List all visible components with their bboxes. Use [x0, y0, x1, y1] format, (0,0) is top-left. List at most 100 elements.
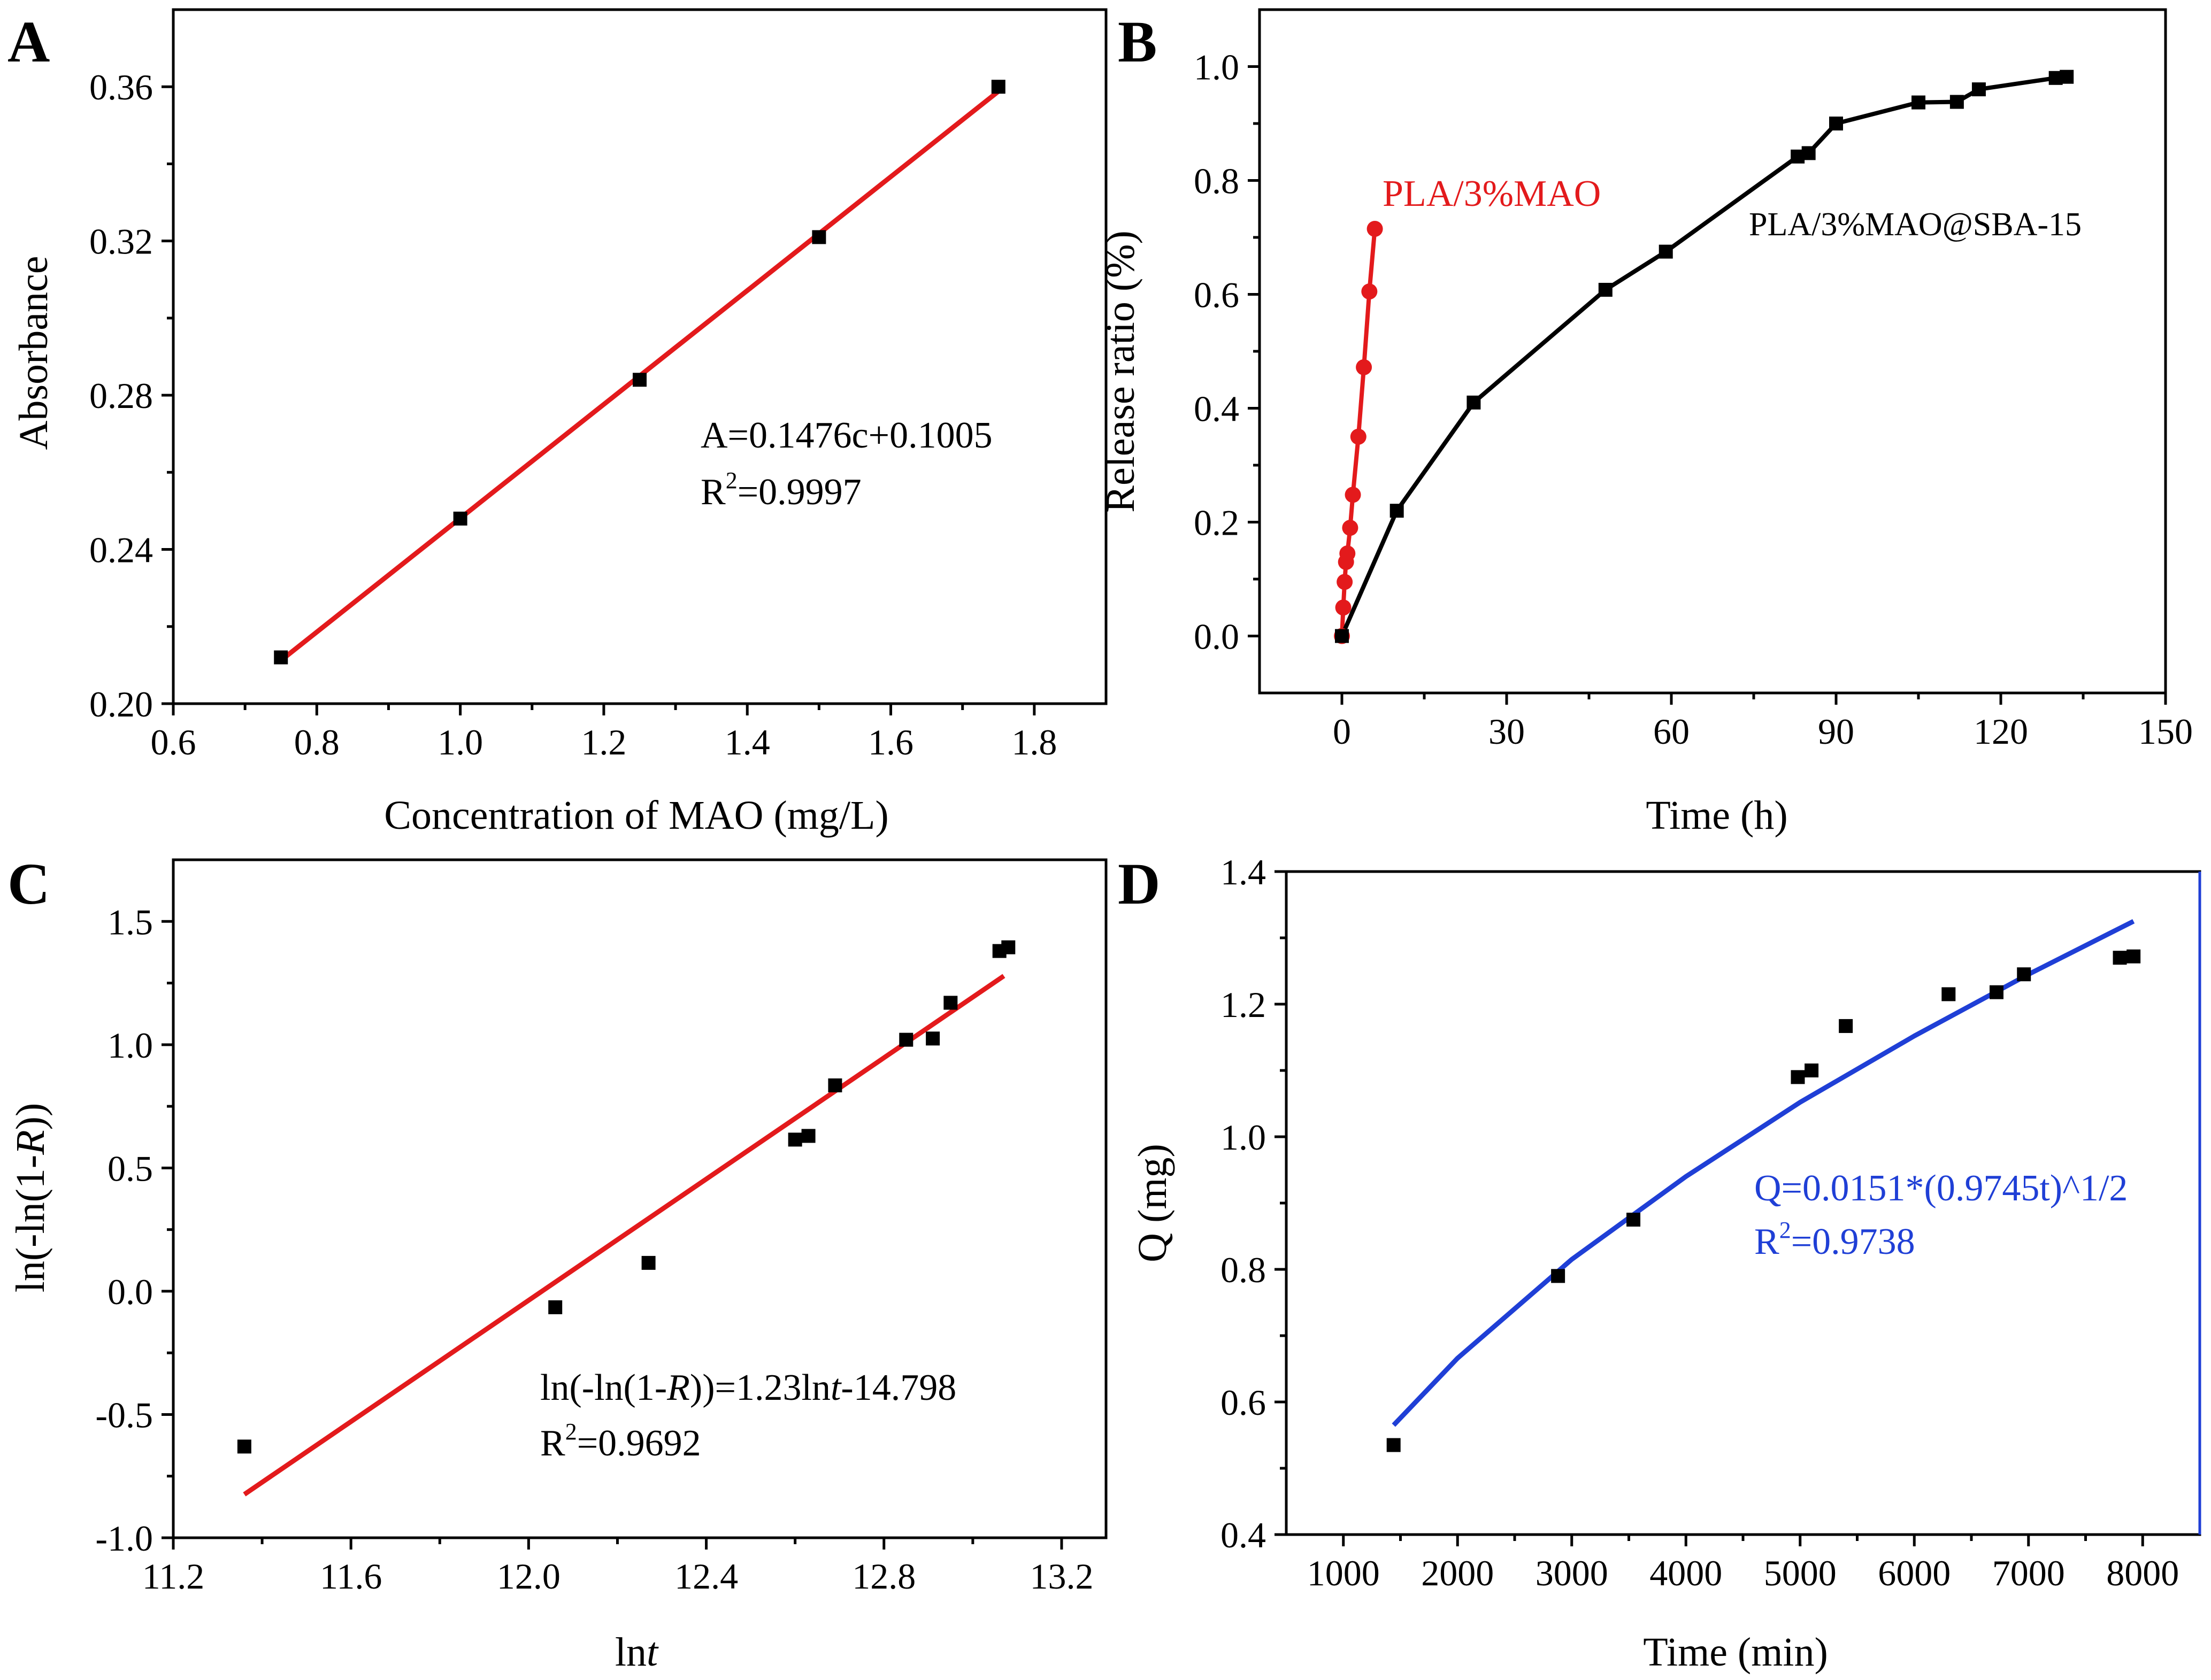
y-tick-label-d: 1.0 [1220, 1117, 1266, 1158]
y-tick-label-b: 0.2 [1194, 503, 1239, 543]
y-axis-title-b: Release ratio (%) [1098, 230, 1143, 513]
x-title-part: ln [615, 1630, 647, 1675]
x-title-italic: t [647, 1630, 659, 1675]
x-tick-label-a: 0.8 [294, 722, 340, 762]
data-point-square-d [1805, 1064, 1819, 1077]
data-point-square-d [1626, 1213, 1641, 1227]
x-tick-label-c: 13.2 [1030, 1556, 1093, 1597]
data-point-square-d [1386, 1438, 1401, 1452]
series-line-b [1340, 74, 2067, 637]
plot-area-c: 11.2 11.6 12.0 12.4 12.8 13.2 -1.0 -0.5 0.0 0.5 1.… [95, 901, 1093, 1597]
legend-label-pla-mao: PLA/3%MAO [1383, 173, 1601, 214]
plot-frame-b [1258, 8, 2167, 695]
y-tick-label-a: 0.36 [89, 67, 153, 107]
y-tick-label-c: -1.0 [95, 1518, 153, 1559]
r-letter: R [701, 472, 726, 513]
data-point-circle-b [1356, 359, 1372, 375]
y-tick-label-a: 0.24 [89, 530, 153, 571]
data-point-square-c [943, 996, 958, 1010]
data-point-square-b [2060, 70, 2074, 84]
y-tick-label-b: 1.0 [1194, 47, 1239, 88]
data-point-square-a [633, 373, 647, 387]
data-point-square-c [1001, 940, 1016, 954]
x-tick-label-b: 30 [1488, 711, 1525, 752]
x-axis-title-b: Time (h) [1646, 793, 1787, 838]
y-tick-label-c: -0.5 [95, 1394, 153, 1435]
x-tick-label-a: 1.4 [725, 722, 770, 762]
data-point-square-c [237, 1439, 251, 1454]
data-point-square-a [274, 650, 288, 665]
eq-italic: R [666, 1367, 690, 1408]
y-tick-label-b: 0.4 [1194, 389, 1239, 429]
plot-area-d: 1000 2000 3000 4000 5000 6000 7000 8000 0.4 0.6 0.… [1220, 852, 2179, 1593]
y-tick-label-c: 1.5 [108, 901, 153, 942]
x-tick-label-b: 150 [2138, 711, 2193, 752]
x-tick-label-d: 2000 [1421, 1553, 1494, 1593]
data-point-square-b [1389, 504, 1404, 518]
plot-frame-a [172, 8, 1108, 705]
data-point-circle-b [1335, 599, 1352, 616]
x-tick-label-c: 12.4 [674, 1556, 738, 1597]
series-line-c [243, 974, 1005, 1497]
superscript: 2 [726, 467, 738, 494]
eq-part: -14.798 [841, 1367, 956, 1408]
y-title-part: ln(-ln(1- [8, 1155, 53, 1292]
panel-c: C 11.2 11.6 12.0 12.4 12.8 13.2 -1.0 -0.5 0.0 0.5… [7, 851, 1108, 1675]
data-point-circle-b [1342, 520, 1358, 536]
data-point-square-d [1989, 985, 2003, 999]
panel-b: B 0 30 60 90 120 150 0.0 0.2 0.4 0.6 0.8 1.0 Releas… [1098, 8, 2193, 838]
y-title-part: )) [8, 1103, 53, 1130]
panel-label-c: C [7, 851, 50, 916]
x-tick-label-a: 1.8 [1011, 722, 1057, 762]
x-tick-label-c: 12.8 [852, 1556, 916, 1597]
r-value: =0.9692 [577, 1423, 701, 1464]
data-point-square-b [1659, 244, 1673, 259]
data-point-circle-b [1361, 283, 1378, 300]
y-tick-label-a: 0.32 [89, 221, 153, 262]
y-tick-label-b: 0.8 [1194, 161, 1239, 202]
series-line-d [1392, 919, 2135, 1427]
data-point-circle-b [1345, 487, 1361, 503]
data-point-square-b [1971, 82, 1986, 97]
data-point-circle-b [1350, 428, 1366, 445]
panel-d: D 1000 2000 3000 4000 5000 6000 7000 8000 0.4 0.6… [1118, 851, 2201, 1675]
r-value: =0.9738 [1791, 1221, 1915, 1262]
data-point-square-a [991, 80, 1005, 94]
data-point-square-d [2113, 951, 2127, 965]
y-tick-label-a: 0.28 [89, 375, 153, 416]
data-point-square-b [1467, 395, 1481, 410]
data-point-square-d [1941, 987, 1956, 1001]
x-tick-label-d: 1000 [1307, 1553, 1380, 1593]
eq-italic: t [831, 1367, 842, 1408]
x-tick-label-a: 0.6 [151, 722, 196, 762]
data-point-square-c [788, 1132, 802, 1147]
data-point-circle-b [1339, 545, 1356, 562]
x-tick-label-c: 12.0 [497, 1556, 561, 1597]
r-value: =0.9997 [738, 472, 862, 513]
data-point-square-b [1598, 282, 1613, 297]
data-point-square-c [548, 1300, 563, 1314]
data-point-circle-b [1366, 221, 1383, 237]
panel-a: A 0.6 0.8 1.0 1.2 1.4 1.6 1.80.200.240.280.320… [7, 8, 1108, 838]
y-tick-label-d: 0.8 [1220, 1250, 1266, 1290]
x-tick-label-d: 7000 [1992, 1553, 2065, 1593]
x-tick-label-b: 60 [1653, 711, 1690, 752]
data-point-square-d [1791, 1070, 1805, 1084]
superscript: 2 [565, 1419, 577, 1445]
eq-part: ))=1.23ln [690, 1367, 831, 1408]
data-point-square-d [1839, 1019, 1853, 1033]
data-point-square-c [828, 1078, 842, 1092]
x-axis-title-a: Concentration of MAO (mg/L) [384, 793, 888, 838]
y-tick-label-c: 0.0 [108, 1271, 153, 1312]
r-letter: R [540, 1423, 565, 1464]
x-tick-label-b: 0 [1333, 711, 1351, 752]
x-tick-label-a: 1.6 [868, 722, 913, 762]
x-tick-label-c: 11.2 [142, 1556, 204, 1597]
x-tick-label-a: 1.2 [581, 722, 626, 762]
x-tick-label-b: 120 [1974, 711, 2028, 752]
data-point-square-a [453, 511, 467, 526]
r-letter: R [1754, 1221, 1779, 1262]
data-point-square-b [1335, 629, 1349, 643]
y-tick-label-d: 1.2 [1220, 984, 1266, 1025]
